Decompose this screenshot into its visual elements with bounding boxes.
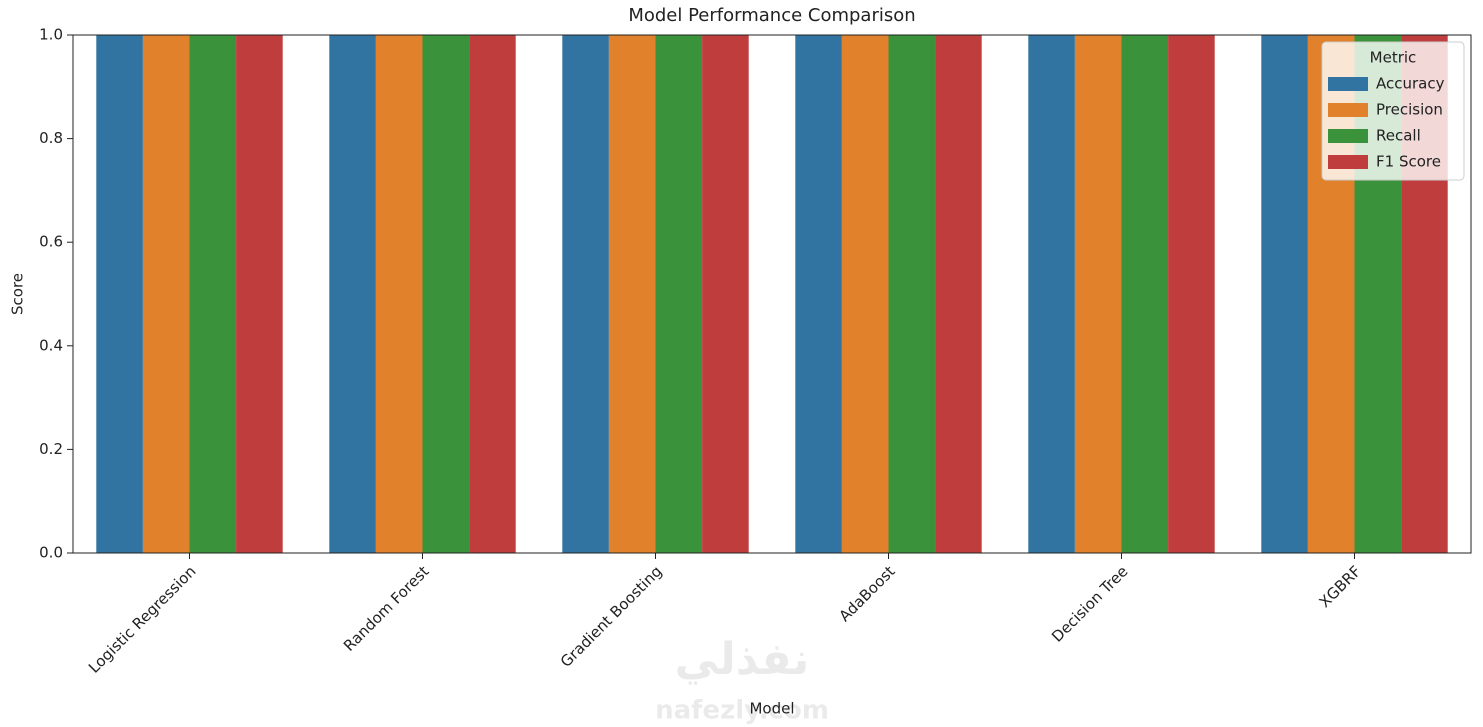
bar bbox=[795, 35, 842, 553]
x-tick-label: AdaBoost bbox=[836, 562, 899, 625]
bar bbox=[562, 35, 609, 553]
legend: Metric Accuracy Precision Recall F1 Score bbox=[1321, 41, 1465, 181]
legend-label: Accuracy bbox=[1376, 75, 1445, 93]
bar bbox=[142, 35, 190, 553]
bar bbox=[236, 35, 283, 553]
bar bbox=[375, 35, 423, 553]
chart-title: Model Performance Comparison bbox=[628, 5, 915, 26]
watermark: nafezly.com bbox=[655, 696, 829, 726]
y-tick-label: 0.0 bbox=[39, 544, 63, 562]
bar bbox=[329, 35, 376, 553]
watermark: نفذلي bbox=[675, 634, 810, 685]
x-tick-label: Decision Tree bbox=[1048, 562, 1131, 645]
x-axis-label: Model bbox=[749, 700, 794, 718]
bar bbox=[888, 35, 936, 553]
bar bbox=[841, 35, 889, 553]
x-tick-label: XGBRF bbox=[1316, 562, 1365, 611]
legend-swatch bbox=[1328, 129, 1368, 143]
x-tick-label: Gradient Boosting bbox=[557, 562, 666, 671]
y-tick-label: 1.0 bbox=[39, 26, 63, 44]
bar bbox=[935, 35, 982, 553]
bar bbox=[1028, 35, 1075, 553]
legend-label: Precision bbox=[1376, 101, 1443, 119]
y-axis-label: Score bbox=[9, 273, 27, 315]
bar bbox=[702, 35, 749, 553]
x-tick-label: Logistic Regression bbox=[85, 562, 199, 676]
y-tick-label: 0.4 bbox=[39, 336, 63, 354]
bar bbox=[655, 35, 703, 553]
bar bbox=[189, 35, 237, 553]
bar bbox=[1261, 35, 1308, 553]
y-tick-label: 0.2 bbox=[39, 440, 63, 458]
bar bbox=[1074, 35, 1122, 553]
legend-label: Recall bbox=[1376, 127, 1421, 145]
legend-swatch bbox=[1328, 77, 1368, 91]
legend-swatch bbox=[1328, 103, 1368, 117]
y-tick-label: 0.8 bbox=[39, 129, 63, 147]
y-tick-label: 0.6 bbox=[39, 233, 63, 251]
bar bbox=[96, 35, 143, 553]
x-tick-label: Random Forest bbox=[340, 562, 433, 655]
legend-box bbox=[1321, 41, 1465, 181]
bar bbox=[1168, 35, 1215, 553]
plot-frame bbox=[72, 34, 1472, 554]
bar bbox=[469, 35, 516, 553]
bar bbox=[1121, 35, 1169, 553]
bar bbox=[608, 35, 656, 553]
legend-label: F1 Score bbox=[1376, 153, 1441, 171]
legend-title: Metric bbox=[1370, 49, 1417, 67]
legend-swatch bbox=[1328, 155, 1368, 169]
bar bbox=[422, 35, 470, 553]
